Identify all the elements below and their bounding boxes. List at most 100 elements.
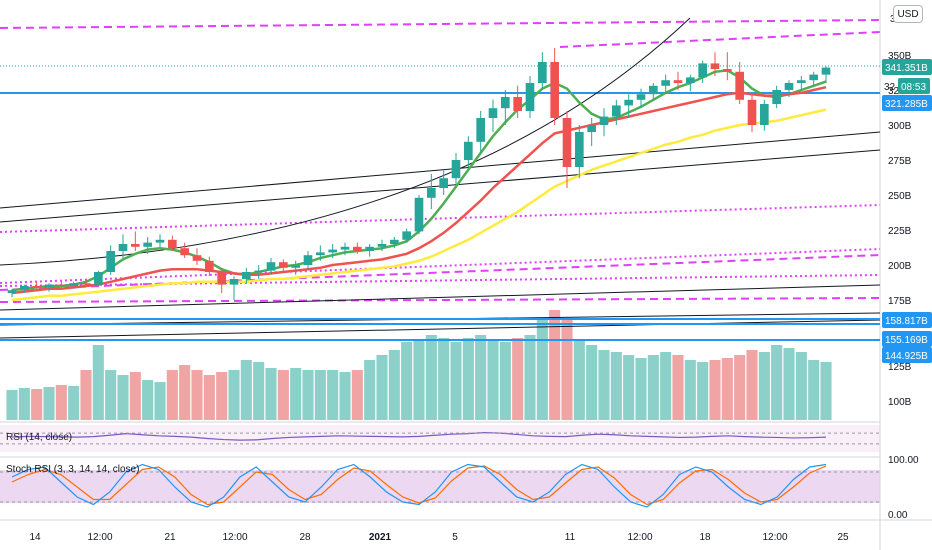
- candle-body: [402, 231, 411, 240]
- candle-body: [624, 99, 633, 106]
- volume-bar: [327, 370, 339, 420]
- candle-body: [464, 141, 473, 160]
- volume-bar: [647, 355, 659, 420]
- candle-body: [7, 290, 17, 293]
- time-tick-label: 5: [452, 532, 458, 543]
- candle-body: [636, 94, 646, 100]
- candle-body: [599, 116, 609, 125]
- volume-bar: [142, 380, 154, 420]
- candle-body: [550, 62, 559, 118]
- candle-body: [451, 160, 461, 179]
- price-tick-label: 300B: [888, 121, 912, 132]
- candle-body: [340, 246, 350, 250]
- candle-body: [661, 80, 670, 86]
- volume-bar: [573, 340, 585, 420]
- volume-bar: [746, 350, 758, 420]
- candle-body: [57, 284, 66, 286]
- volume-bar: [117, 375, 129, 420]
- volume-bar: [413, 340, 425, 420]
- candle-body: [118, 244, 128, 251]
- candle-body: [784, 83, 794, 90]
- candle-body: [821, 67, 831, 75]
- time-tick-label: 12:00: [222, 532, 247, 543]
- volume-bar: [783, 348, 795, 420]
- time-tick-label: 12:00: [87, 532, 112, 543]
- volume-bar: [672, 355, 684, 420]
- candle-body: [168, 239, 177, 249]
- candle-body: [229, 279, 239, 285]
- volume-bar: [388, 350, 400, 420]
- price-tag-text: 144.925B: [885, 351, 928, 362]
- price-tag: [882, 331, 932, 347]
- volume-bar: [462, 338, 474, 420]
- volume-bar: [253, 362, 265, 420]
- volume-bar: [129, 372, 141, 420]
- volume-bar: [697, 362, 709, 420]
- volume-bar: [684, 360, 696, 420]
- volume-bar: [351, 370, 363, 420]
- candle-body: [377, 244, 387, 247]
- volume-bar: [771, 345, 783, 420]
- price-tick-label: 275B: [888, 156, 912, 167]
- time-tick-label: 28: [299, 532, 311, 543]
- price-tick-label: 250B: [888, 191, 912, 202]
- volume-bar: [228, 370, 240, 420]
- volume-bar: [105, 370, 117, 420]
- candle-body: [192, 255, 202, 261]
- candle-body: [809, 74, 818, 81]
- volume-bar: [561, 320, 573, 420]
- volume-bar: [154, 382, 166, 420]
- volume-bar: [487, 340, 499, 420]
- candle-body: [525, 83, 535, 111]
- candle-body: [316, 252, 325, 256]
- price-tag: [882, 347, 932, 363]
- volume-bar: [376, 355, 388, 420]
- volume-bar: [721, 358, 733, 420]
- price-tag-text: 155.169B: [885, 335, 928, 346]
- volume-bar: [660, 352, 672, 420]
- volume-bar: [499, 342, 511, 420]
- volume-bar: [265, 368, 277, 420]
- candle-body: [772, 90, 781, 104]
- candle-body: [353, 246, 362, 251]
- volume-bar: [92, 345, 104, 420]
- candle-body: [180, 248, 189, 256]
- currency-selector[interactable]: USD: [893, 5, 923, 23]
- time-tick-label: 11: [565, 532, 576, 543]
- volume-bar: [598, 350, 610, 420]
- price-tag-text: 321.285B: [885, 99, 928, 110]
- volume-bar: [475, 335, 487, 420]
- candle-body: [723, 69, 732, 72]
- stoch-d-line: [11, 465, 827, 506]
- candle-body: [747, 99, 757, 125]
- volume-bar: [18, 388, 30, 420]
- candle-body: [649, 85, 658, 95]
- parabolic-curve: [0, 17, 691, 266]
- volume-bar: [524, 335, 536, 420]
- volume-bar: [6, 390, 18, 420]
- volume-bar: [438, 338, 450, 420]
- candle-body: [242, 272, 251, 279]
- time-tick-label: 12:00: [627, 532, 652, 543]
- volume-bar: [240, 360, 252, 420]
- volume-bar: [820, 362, 832, 420]
- candle-body: [328, 249, 337, 253]
- volume-bar: [68, 386, 80, 420]
- trend-line: [0, 19, 881, 29]
- rsi-band: [0, 425, 880, 452]
- candle-body: [254, 270, 263, 272]
- candle-body: [266, 262, 276, 271]
- candle-body: [488, 108, 498, 118]
- countdown-tag-text: 08:53: [901, 82, 926, 93]
- trend-line: [559, 31, 881, 48]
- volume-bar: [364, 360, 376, 420]
- volume-bar: [179, 365, 191, 420]
- trend-line: [0, 131, 881, 209]
- candle-body: [538, 62, 547, 83]
- volume-bar: [709, 360, 721, 420]
- volume-bar: [512, 338, 524, 420]
- trend-line: [0, 284, 881, 311]
- price-tag-text: 158.817B: [885, 316, 928, 327]
- candle-body: [427, 188, 436, 198]
